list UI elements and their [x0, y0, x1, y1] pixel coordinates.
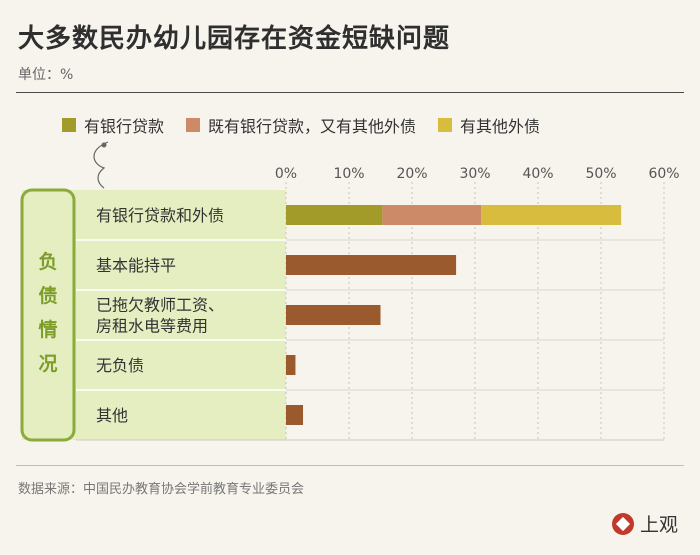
group-label-char: 况 [38, 353, 57, 375]
legend-leader-icon [93, 141, 109, 189]
legend-item-bank: 有银行贷款 [62, 113, 164, 137]
brand-mark-icon [611, 512, 634, 535]
bar-series-3-row-2 [286, 305, 381, 325]
chart-title: 大多数民办幼儿园存在资金短缺问题 [18, 24, 451, 54]
group-label-char: 情 [38, 318, 57, 341]
bar-series-2-row-0 [481, 205, 622, 225]
category-label: 无负债 [96, 356, 144, 375]
bar-series-1-row-0 [382, 205, 482, 225]
category-label: 有银行贷款和外债 [96, 206, 224, 225]
bar-series-3-row-4 [286, 405, 304, 425]
group-label-char: 债 [38, 284, 57, 307]
x-tick-label: 10% [333, 166, 364, 182]
category-panel [22, 190, 286, 440]
legend-swatch-other-debt [438, 118, 453, 132]
legend: 有银行贷款 既有银行贷款，又有其他外债 有其他外债 [62, 113, 562, 137]
x-tick-label: 50% [585, 166, 616, 182]
x-tick-label: 30% [459, 166, 490, 182]
x-tick-label: 40% [522, 166, 553, 182]
group-panel-border [20, 188, 76, 442]
bar-series-3-row-3 [286, 355, 296, 375]
group-label-char: 负 [38, 250, 57, 273]
source-note: 数据来源：中国民办教育协会学前教育专业委员会 [18, 482, 305, 497]
category-label: 已拖欠教师工资、 [96, 296, 224, 315]
category-label: 其他 [96, 406, 128, 425]
legend-label-other-debt: 有其他外债 [460, 117, 541, 136]
header-divider [16, 92, 684, 93]
bar-series-3-row-1 [286, 255, 457, 275]
x-tick-label: 0% [275, 166, 297, 182]
legend-leader-dot [101, 142, 107, 148]
legend-swatch-bank [62, 118, 76, 132]
footer-divider [16, 465, 684, 466]
x-tick-label: 20% [396, 166, 427, 182]
x-tick-label: 60% [648, 166, 679, 182]
bar-series-0-row-0 [286, 205, 383, 225]
legend-label-both: 既有银行贷款，又有其他外债 [208, 117, 417, 136]
category-label: 房租水电等费用 [96, 317, 208, 336]
category-label: 基本能持平 [96, 256, 176, 275]
unit-label: 单位：% [18, 67, 74, 83]
legend-swatch-both [186, 118, 201, 132]
legend-item-other-debt: 有其他外债 [438, 113, 540, 137]
legend-item-both: 既有银行贷款，又有其他外债 [186, 113, 416, 137]
brand-name: 上观 [639, 514, 678, 536]
legend-label-bank: 有银行贷款 [84, 117, 165, 136]
brand-logo: 上观 [611, 510, 678, 537]
